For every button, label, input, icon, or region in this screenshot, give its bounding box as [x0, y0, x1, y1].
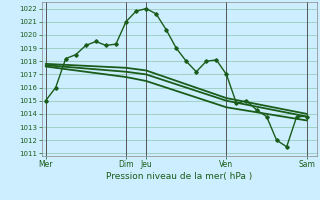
X-axis label: Pression niveau de la mer( hPa ): Pression niveau de la mer( hPa ): [106, 172, 252, 181]
